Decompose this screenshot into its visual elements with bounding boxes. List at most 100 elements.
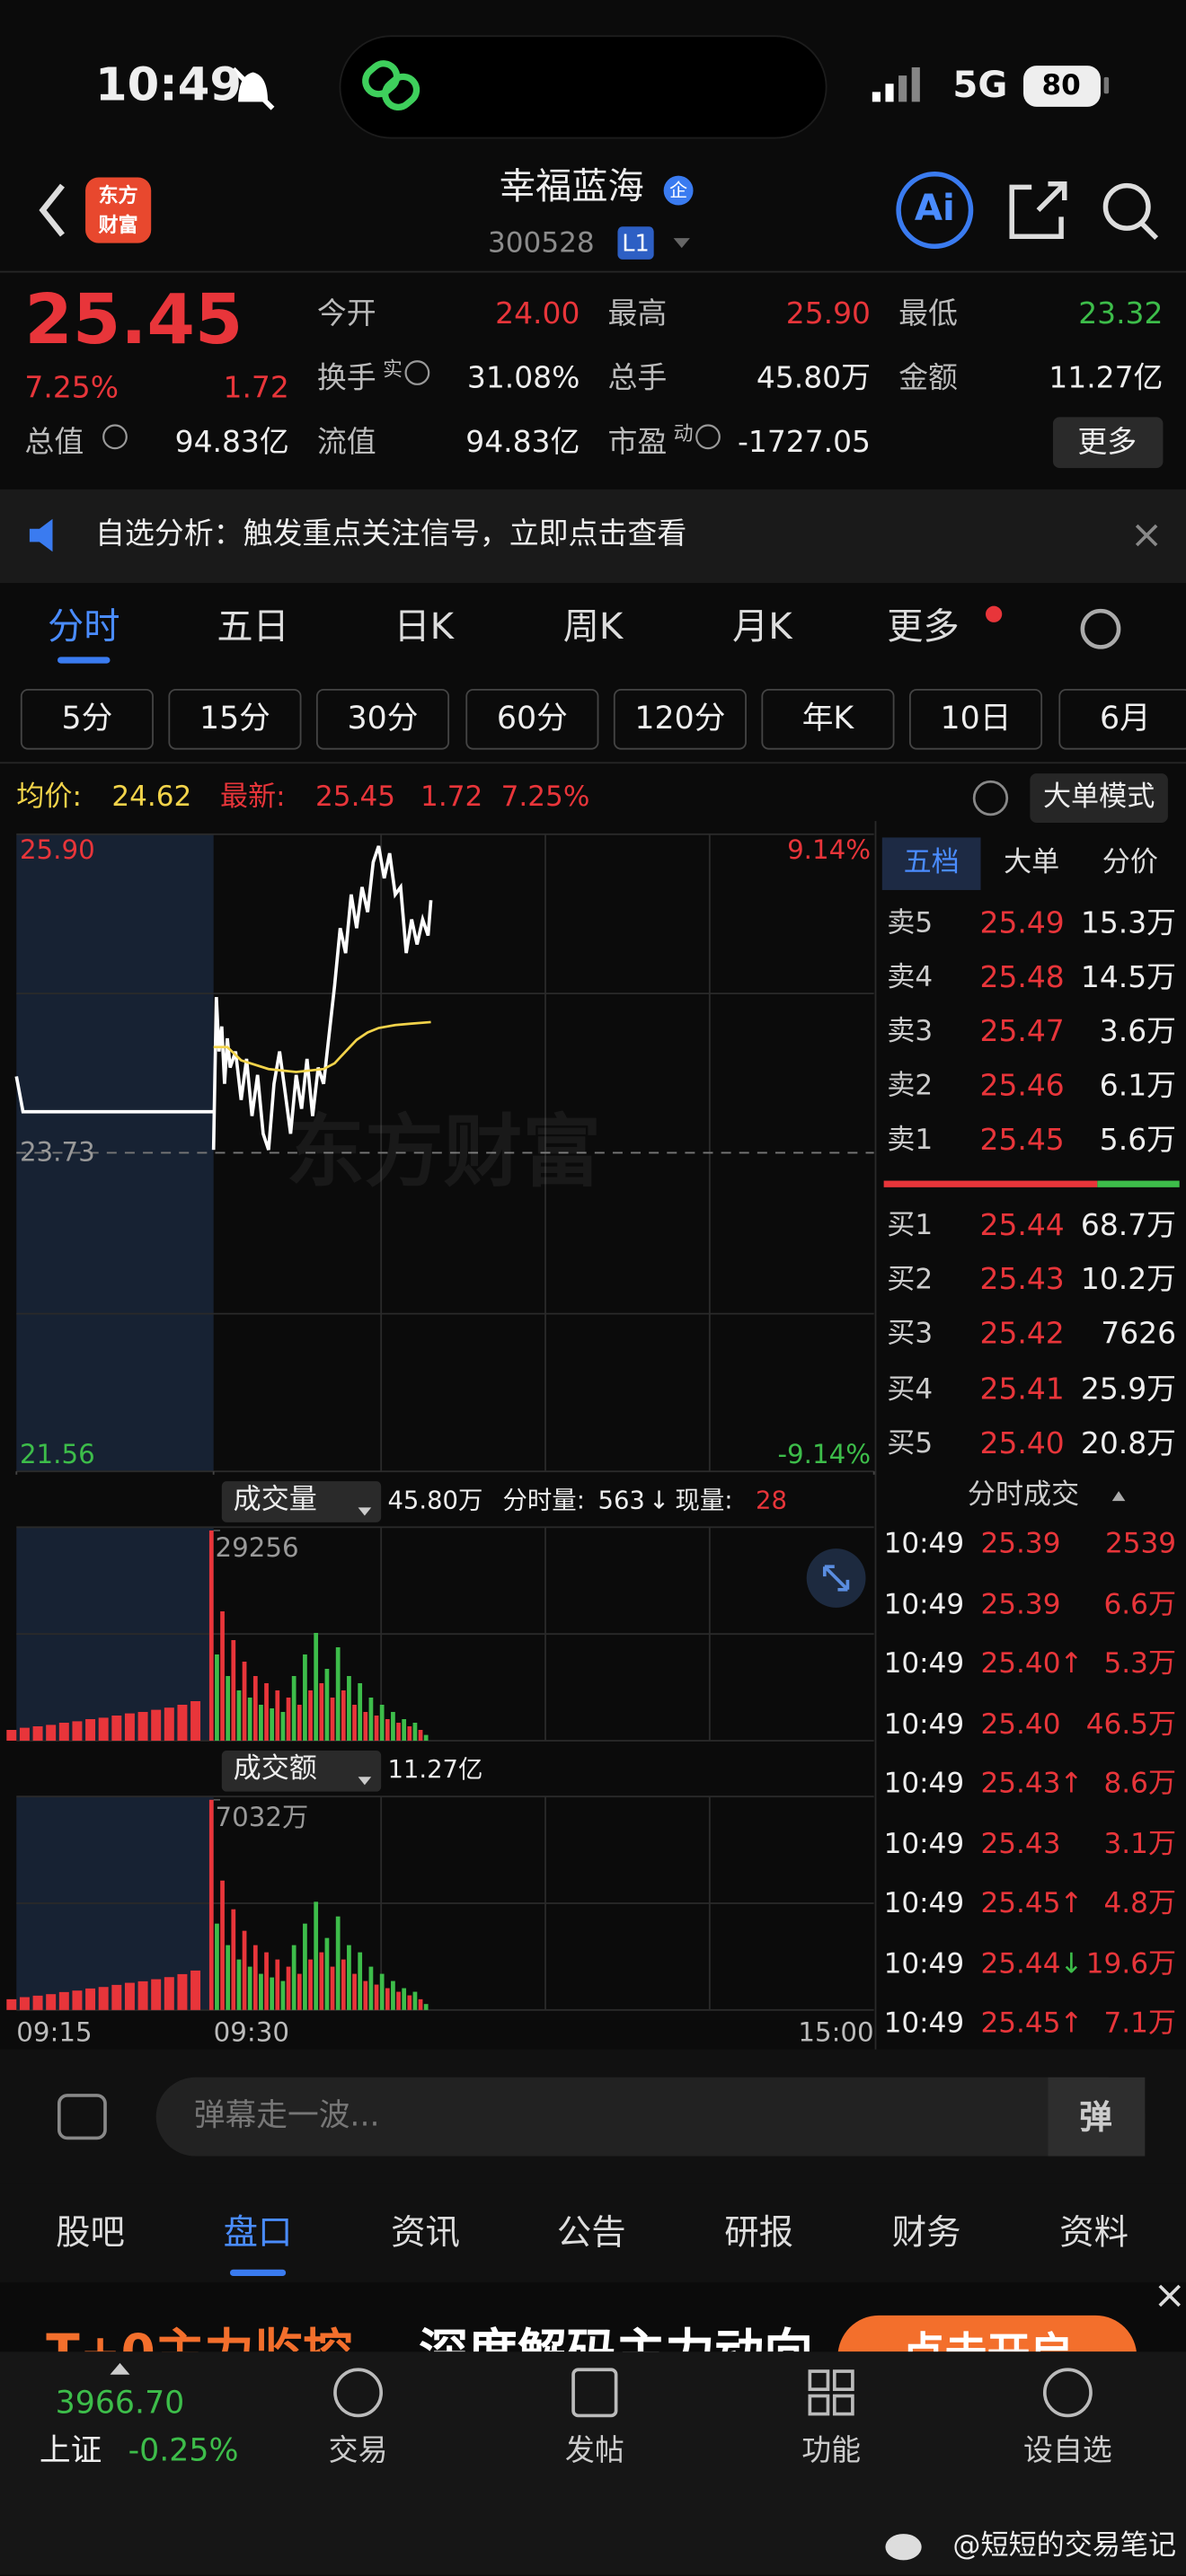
period-button[interactable]: [168, 688, 302, 750]
danmaku-label[interactable]: 弹: [1079, 2096, 1112, 2137]
nav-item[interactable]: 设自选: [1023, 2433, 1112, 2468]
period-label[interactable]: 10日: [940, 700, 1012, 737]
dropdown-icon[interactable]: [358, 1507, 372, 1516]
bar: [303, 1923, 307, 2010]
chart-tab[interactable]: 周K: [562, 607, 624, 649]
book-tab[interactable]: 分价: [1102, 846, 1158, 880]
period-label[interactable]: 5分: [61, 700, 113, 737]
back-icon[interactable]: [39, 183, 65, 237]
bar: [330, 1698, 335, 1741]
bar: [236, 1690, 242, 1741]
dropdown-icon[interactable]: [673, 238, 690, 249]
trade-arrow: ↑: [1059, 1768, 1084, 1801]
period-button[interactable]: [761, 688, 895, 750]
bottom-tab[interactable]: 研报: [724, 2212, 794, 2253]
close-icon[interactable]: [1135, 524, 1158, 547]
book-tab[interactable]: 五档: [903, 846, 960, 880]
bar: [319, 1683, 324, 1741]
bottom-tab[interactable]: 股吧: [56, 2212, 125, 2253]
bar: [32, 1725, 43, 1741]
danmaku-button[interactable]: [1048, 2077, 1146, 2157]
period-button[interactable]: [908, 688, 1043, 750]
y-tick-label: 29256: [215, 1531, 299, 1564]
notice-text[interactable]: 自选分析：触发重点关注信号，立即点击查看: [95, 516, 687, 552]
comment-icon[interactable]: [57, 2094, 107, 2140]
amount-total: 11.27亿: [387, 1754, 483, 1785]
period-label[interactable]: 30分: [347, 700, 419, 737]
banner-button-label[interactable]: 点击开启: [902, 2333, 1073, 2351]
period-button[interactable]: [613, 688, 747, 750]
amount-selector[interactable]: [221, 1750, 382, 1792]
share-icon[interactable]: [1009, 181, 1067, 240]
trades-title: 分时成交: [967, 1478, 1080, 1512]
chart-tab[interactable]: 更多: [887, 607, 960, 649]
period-button[interactable]: [315, 688, 450, 750]
index-value[interactable]: 3966.70: [55, 2385, 185, 2422]
mode-label[interactable]: 大单模式: [1042, 781, 1155, 814]
period-button[interactable]: [20, 688, 154, 750]
amount-label[interactable]: 成交额: [233, 1752, 317, 1786]
bottom-tab[interactable]: 盘口: [223, 2212, 293, 2253]
volume-selector[interactable]: [221, 1481, 382, 1522]
function-icon[interactable]: [808, 2369, 854, 2416]
period-label[interactable]: 120分: [634, 700, 726, 737]
period-label[interactable]: 6月: [1099, 700, 1151, 737]
book-label: 卖1: [887, 1124, 934, 1158]
nav-item[interactable]: 交易: [328, 2433, 388, 2468]
period-button[interactable]: [465, 688, 599, 750]
dropdown-icon[interactable]: [358, 1777, 372, 1786]
watchlist-icon[interactable]: [1042, 2368, 1093, 2418]
chart-tab[interactable]: 月K: [732, 607, 792, 649]
period-label[interactable]: 60分: [496, 700, 568, 737]
bar: [385, 1719, 390, 1741]
period-label[interactable]: 年K: [801, 700, 854, 737]
more-button[interactable]: [1052, 417, 1164, 469]
field-label: 金额: [898, 361, 958, 396]
comment-placeholder[interactable]: 弹幕走一波...: [193, 2097, 380, 2134]
period-label[interactable]: 15分: [199, 700, 270, 737]
y-tick-label: 21.56: [19, 1438, 95, 1470]
ai-icon[interactable]: [896, 172, 974, 249]
x-tick-label: 09:30: [213, 2016, 289, 2048]
bottom-tab[interactable]: 资讯: [391, 2212, 460, 2253]
bar: [215, 1923, 219, 2010]
period-button[interactable]: [1058, 688, 1186, 750]
banner-close[interactable]: [1158, 2284, 1182, 2307]
bottom-tab[interactable]: 公告: [556, 2212, 626, 2253]
bar: [379, 1705, 385, 1741]
banner-button[interactable]: [837, 2315, 1137, 2352]
mode-button[interactable]: [1030, 773, 1168, 823]
search-icon[interactable]: [1102, 182, 1159, 241]
nav-item[interactable]: 功能: [801, 2433, 862, 2468]
chart-tab[interactable]: 日K: [394, 607, 455, 649]
chart-tab[interactable]: 分时: [48, 607, 120, 649]
banner[interactable]: T+0主力监控 深度解码主力动向 点击开启: [0, 2282, 1186, 2352]
help-icon[interactable]: [972, 780, 1009, 816]
notice-bar[interactable]: [0, 489, 1186, 584]
comment-input[interactable]: [155, 2077, 1146, 2157]
banner-text: 深度解码主力动向: [419, 2329, 813, 2351]
ai-label[interactable]: Ai: [914, 189, 955, 230]
nav-item[interactable]: 发帖: [564, 2433, 624, 2468]
volume-label[interactable]: 成交量: [233, 1483, 317, 1517]
book-tab-active[interactable]: [881, 837, 981, 890]
field-value: 94.83亿: [174, 425, 289, 460]
field-value: 94.83亿: [465, 425, 580, 460]
bottom-tab[interactable]: 资料: [1059, 2212, 1129, 2253]
book-tab[interactable]: 大单: [1004, 846, 1060, 880]
more-button-label[interactable]: 更多: [1077, 425, 1137, 460]
bar: [208, 1530, 214, 1741]
book-price: 25.41: [979, 1372, 1065, 1407]
trade-volume: 4.8万: [1103, 1887, 1177, 1921]
book-volume: 14.5万: [1080, 960, 1177, 995]
bar: [270, 1977, 275, 2010]
sort-icon[interactable]: [1111, 1491, 1126, 1502]
last-value: 25.45: [315, 781, 396, 814]
settings-icon[interactable]: [1080, 608, 1121, 649]
speaker-icon: [29, 518, 53, 552]
post-icon[interactable]: [571, 2368, 618, 2418]
bottom-tab[interactable]: 财务: [891, 2212, 961, 2253]
chart-tab[interactable]: 五日: [217, 607, 289, 649]
trade-icon[interactable]: [333, 2368, 383, 2418]
bar: [6, 1998, 17, 2010]
